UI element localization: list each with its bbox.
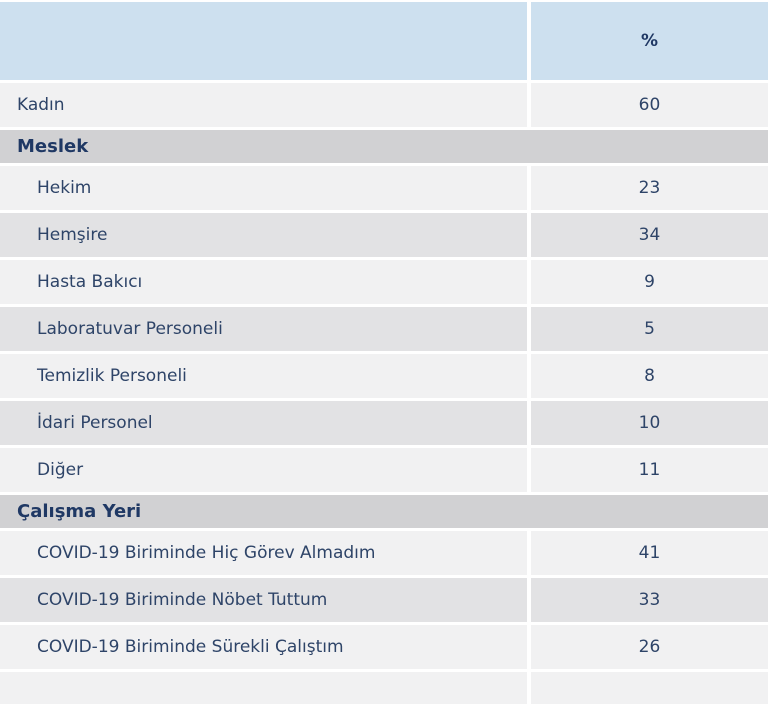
row-label: Hekim — [0, 166, 527, 211]
row-value: 26 — [531, 625, 768, 670]
row-value: 34 — [531, 213, 768, 258]
header-empty-cell — [0, 2, 527, 80]
row-value: 23 — [531, 166, 768, 211]
row-label: COVID-19 Biriminde Hiç Görev Almadım — [0, 531, 527, 576]
row-value: 33 — [531, 578, 768, 623]
row-label: COVID-19 Biriminde Nöbet Tuttum — [0, 578, 527, 623]
row-label: Kadın — [0, 83, 527, 127]
bottom-partial-row — [0, 672, 768, 704]
row-label: COVID-19 Biriminde Sürekli Çalıştım — [0, 625, 527, 670]
section-label: Meslek — [17, 136, 89, 158]
table-row: COVID-19 Biriminde Hiç Görev Almadım 41 — [0, 531, 768, 576]
table-row: Hekim 23 — [0, 166, 768, 211]
table-row: Kadın 60 — [0, 83, 768, 127]
row-label: Temizlik Personeli — [0, 354, 527, 399]
row-label: Hemşire — [0, 213, 527, 258]
table-row: Diğer 11 — [0, 448, 768, 493]
row-label: Laboratuvar Personeli — [0, 307, 527, 352]
table-row: İdari Personel 10 — [0, 401, 768, 446]
row-label: İdari Personel — [0, 401, 527, 446]
section-label: Çalışma Yeri — [17, 501, 142, 523]
section-row: Çalışma Yeri — [0, 495, 768, 529]
row-value: 5 — [531, 307, 768, 352]
table-row: Laboratuvar Personeli 5 — [0, 307, 768, 352]
partial-row-label-cell — [0, 672, 527, 704]
section-row: Meslek — [0, 130, 768, 164]
table-row: Hemşire 34 — [0, 213, 768, 258]
row-value: 8 — [531, 354, 768, 399]
percent-column-header: % — [531, 2, 768, 80]
row-value: 41 — [531, 531, 768, 576]
table-row: COVID-19 Biriminde Sürekli Çalıştım 26 — [0, 625, 768, 670]
table-row: COVID-19 Biriminde Nöbet Tuttum 33 — [0, 578, 768, 623]
row-value: 60 — [531, 83, 768, 127]
table-header-row: % — [0, 2, 768, 80]
row-value: 10 — [531, 401, 768, 446]
table-row: Hasta Bakıcı 9 — [0, 260, 768, 305]
table-row: Temizlik Personeli 8 — [0, 354, 768, 399]
row-value: 9 — [531, 260, 768, 305]
partial-row-value-cell — [531, 672, 768, 704]
row-label: Diğer — [0, 448, 527, 493]
row-label: Hasta Bakıcı — [0, 260, 527, 305]
row-value: 11 — [531, 448, 768, 493]
